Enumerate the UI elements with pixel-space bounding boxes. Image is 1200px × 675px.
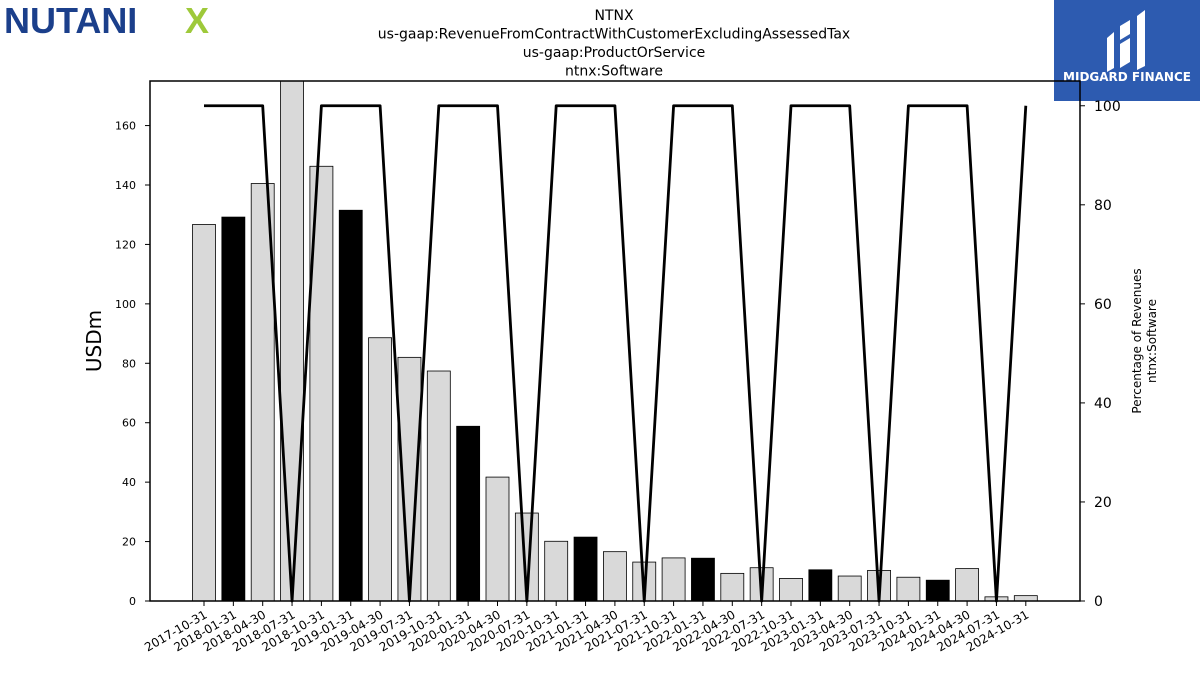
bar	[925, 579, 950, 601]
y2-tick-label: 100	[1094, 99, 1121, 115]
bar	[456, 425, 481, 601]
bar	[603, 551, 627, 601]
midgard-logo-text: MIDGARD FINANCE	[1063, 70, 1191, 84]
y2-tick-label: 40	[1094, 396, 1112, 412]
chart-title-line: us-gaap:ProductOrService	[523, 45, 706, 61]
y-tick-label: 0	[129, 595, 136, 608]
bar	[1013, 595, 1038, 601]
chart-title-line: ntnx:Software	[565, 64, 663, 80]
bar	[338, 209, 363, 601]
y-tick-label: 120	[115, 238, 136, 251]
y2-tick-label: 60	[1094, 297, 1112, 313]
nutanix-logo-text: NUTANI	[4, 4, 137, 36]
bar	[221, 216, 246, 601]
chart-title: NTNX us-gaap:RevenueFromContractWithCusto…	[378, 8, 850, 80]
y-tick-label: 140	[115, 179, 136, 192]
y-axis-label: USDm	[82, 310, 106, 372]
y-tick-label: 160	[115, 120, 136, 133]
y-tick-label: 40	[122, 476, 136, 489]
bars-group	[192, 81, 1038, 601]
bar	[808, 569, 833, 601]
chart-title-line: us-gaap:RevenueFromContractWithCustomerE…	[378, 27, 850, 43]
bar	[720, 572, 745, 601]
nutanix-logo: NUTANI X	[4, 4, 209, 36]
percentage-line	[204, 104, 1028, 603]
bar	[955, 568, 979, 601]
bar	[837, 575, 862, 601]
left-y-axis: 0 20 40 60 80 100 120 140 160	[115, 120, 150, 608]
y2-axis-label-line: ntnx:Software	[1145, 299, 1159, 383]
chart-title-line: NTNX	[594, 8, 633, 24]
bar	[896, 576, 921, 601]
y2-axis-label: Percentage of Revenues ntnx:Software	[1130, 268, 1159, 413]
bar	[779, 578, 803, 601]
bar	[485, 476, 510, 601]
bar	[691, 557, 715, 601]
y2-tick-label: 20	[1094, 495, 1112, 511]
bar	[250, 183, 275, 601]
bar	[544, 540, 569, 601]
midgard-mark-icon	[1107, 10, 1145, 72]
y-tick-label: 80	[122, 357, 136, 370]
midgard-finance-logo: MIDGARD FINANCE	[1054, 0, 1200, 101]
y2-tick-label: 80	[1094, 198, 1112, 214]
bar	[192, 224, 216, 601]
bar	[426, 370, 451, 601]
y2-axis-label-line: Percentage of Revenues	[1130, 268, 1144, 413]
y-tick-label: 60	[122, 417, 136, 430]
y-tick-label: 20	[122, 536, 136, 549]
bar	[661, 557, 686, 601]
right-y-axis: 0 20 40 60 80 100	[1080, 99, 1121, 610]
bar	[514, 512, 539, 601]
percentage-line-group	[204, 104, 1028, 603]
bar	[280, 81, 304, 601]
bar	[309, 165, 334, 601]
bar	[573, 536, 598, 601]
bar	[368, 337, 393, 601]
x-axis: 2017-10-312018-01-312018-04-302018-07-31…	[142, 601, 1031, 654]
bar	[397, 356, 422, 601]
y2-tick-label: 0	[1094, 594, 1103, 610]
nutanix-logo-x: X	[185, 4, 209, 36]
y-tick-label: 100	[115, 298, 136, 311]
